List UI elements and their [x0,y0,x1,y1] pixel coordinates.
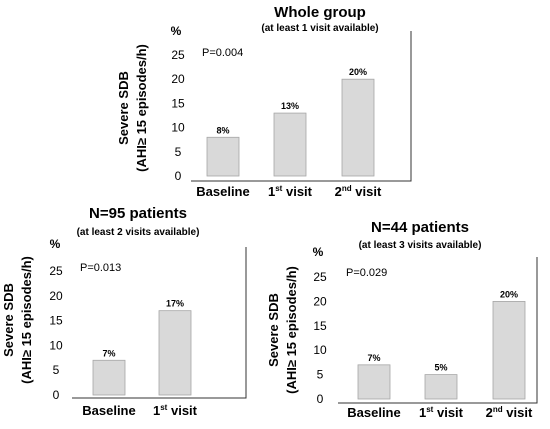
y-axis-label-line-1: Severe SDB [266,293,281,367]
y-unit-label: % [313,245,324,259]
data-label: 20% [349,67,367,77]
y-tick-label: 0 [317,392,324,406]
data-label: 7% [102,348,115,358]
plot-frame [191,31,412,182]
y-tick-label: 20 [313,294,327,308]
x-category-labels: Baseline 1st visit 2nd visit [196,184,382,199]
x-category-label: Baseline [82,403,135,418]
y-axis-label-line-2: (AHI≥ 15 episodes/h) [134,44,149,172]
y-tick-label: 0 [175,169,182,183]
p-value-annotation: P=0.013 [80,262,121,274]
chart-title: N=95 patients [89,205,187,222]
y-tick-label: 25 [49,264,63,278]
y-tick-label: 10 [313,343,327,357]
y-tick-label: 20 [171,72,185,86]
chart-subtitle: (at least 1 visit available) [261,23,378,34]
plot-frame [338,257,538,404]
data-label: 7% [367,353,380,363]
y-tick-label: 15 [171,96,185,110]
bar [341,78,375,177]
y-tick-label: 25 [313,270,327,284]
chart-panel-whole-group: Whole group (at least 1 visit available)… [116,4,412,199]
data-label: 13% [281,101,299,111]
bars: 7% 5% 20% [357,289,526,400]
chart-panel-n44: N=44 patients (at least 3 visits availab… [266,219,538,420]
y-tick-label: 15 [313,319,327,333]
y-tick-label: 10 [49,338,63,352]
y-tick-labels: 0 5 10 15 20 25 [171,48,185,183]
y-tick-label: 5 [317,368,324,382]
chart-panel-n95: N=95 patients (at least 2 visits availab… [1,205,247,418]
bar [424,374,458,400]
y-tick-label: 5 [53,363,60,377]
x-category-labels: Baseline 1st visit [82,403,197,418]
y-axis-label-line-1: Severe SDB [116,71,131,145]
data-label: 17% [166,299,184,309]
y-unit-label: % [50,237,61,251]
x-category-labels: Baseline 1st visit 2nd visit [347,405,533,420]
y-tick-label: 5 [175,145,182,159]
plot-frame [72,247,247,399]
y-axis-label-line-1: Severe SDB [1,283,16,357]
chart-title: N=44 patients [371,219,469,236]
y-axis-label-line-2: (AHI≥ 15 episodes/h) [284,266,299,394]
chart-subtitle: (at least 2 visits available) [77,227,200,238]
y-unit-label: % [171,24,182,38]
p-value-annotation: P=0.029 [346,267,387,279]
y-tick-label: 25 [171,48,185,62]
bar [158,310,192,396]
bar [206,136,240,177]
data-label: 8% [216,125,229,135]
bars: 7% 17% [92,299,192,396]
x-category-label: 1st visit [419,405,464,420]
bar [492,300,526,400]
x-category-label: 1st visit [268,184,313,199]
data-label: 5% [434,363,447,373]
y-tick-label: 20 [49,289,63,303]
bar [357,364,391,400]
y-axis-label-line-2: (AHI≥ 15 episodes/h) [19,256,34,384]
y-tick-label: 0 [53,388,60,402]
x-category-label: Baseline [347,405,400,420]
bars: 8% 13% 20% [206,67,375,177]
bar [92,359,126,396]
y-tick-labels: 0 5 10 15 20 25 [49,264,63,402]
p-value-annotation: P=0.004 [202,47,243,59]
x-category-label: Baseline [196,184,249,199]
data-label: 20% [500,289,518,299]
chart-title: Whole group [274,4,366,21]
y-tick-label: 10 [171,121,185,135]
x-category-label: 1st visit [153,403,198,418]
x-category-label: 2nd visit [486,405,533,420]
bar [273,112,307,177]
y-tick-label: 15 [49,314,63,328]
x-category-label: 2nd visit [335,184,382,199]
y-tick-labels: 0 5 10 15 20 25 [313,270,327,406]
chart-subtitle: (at least 3 visits available) [359,240,482,251]
